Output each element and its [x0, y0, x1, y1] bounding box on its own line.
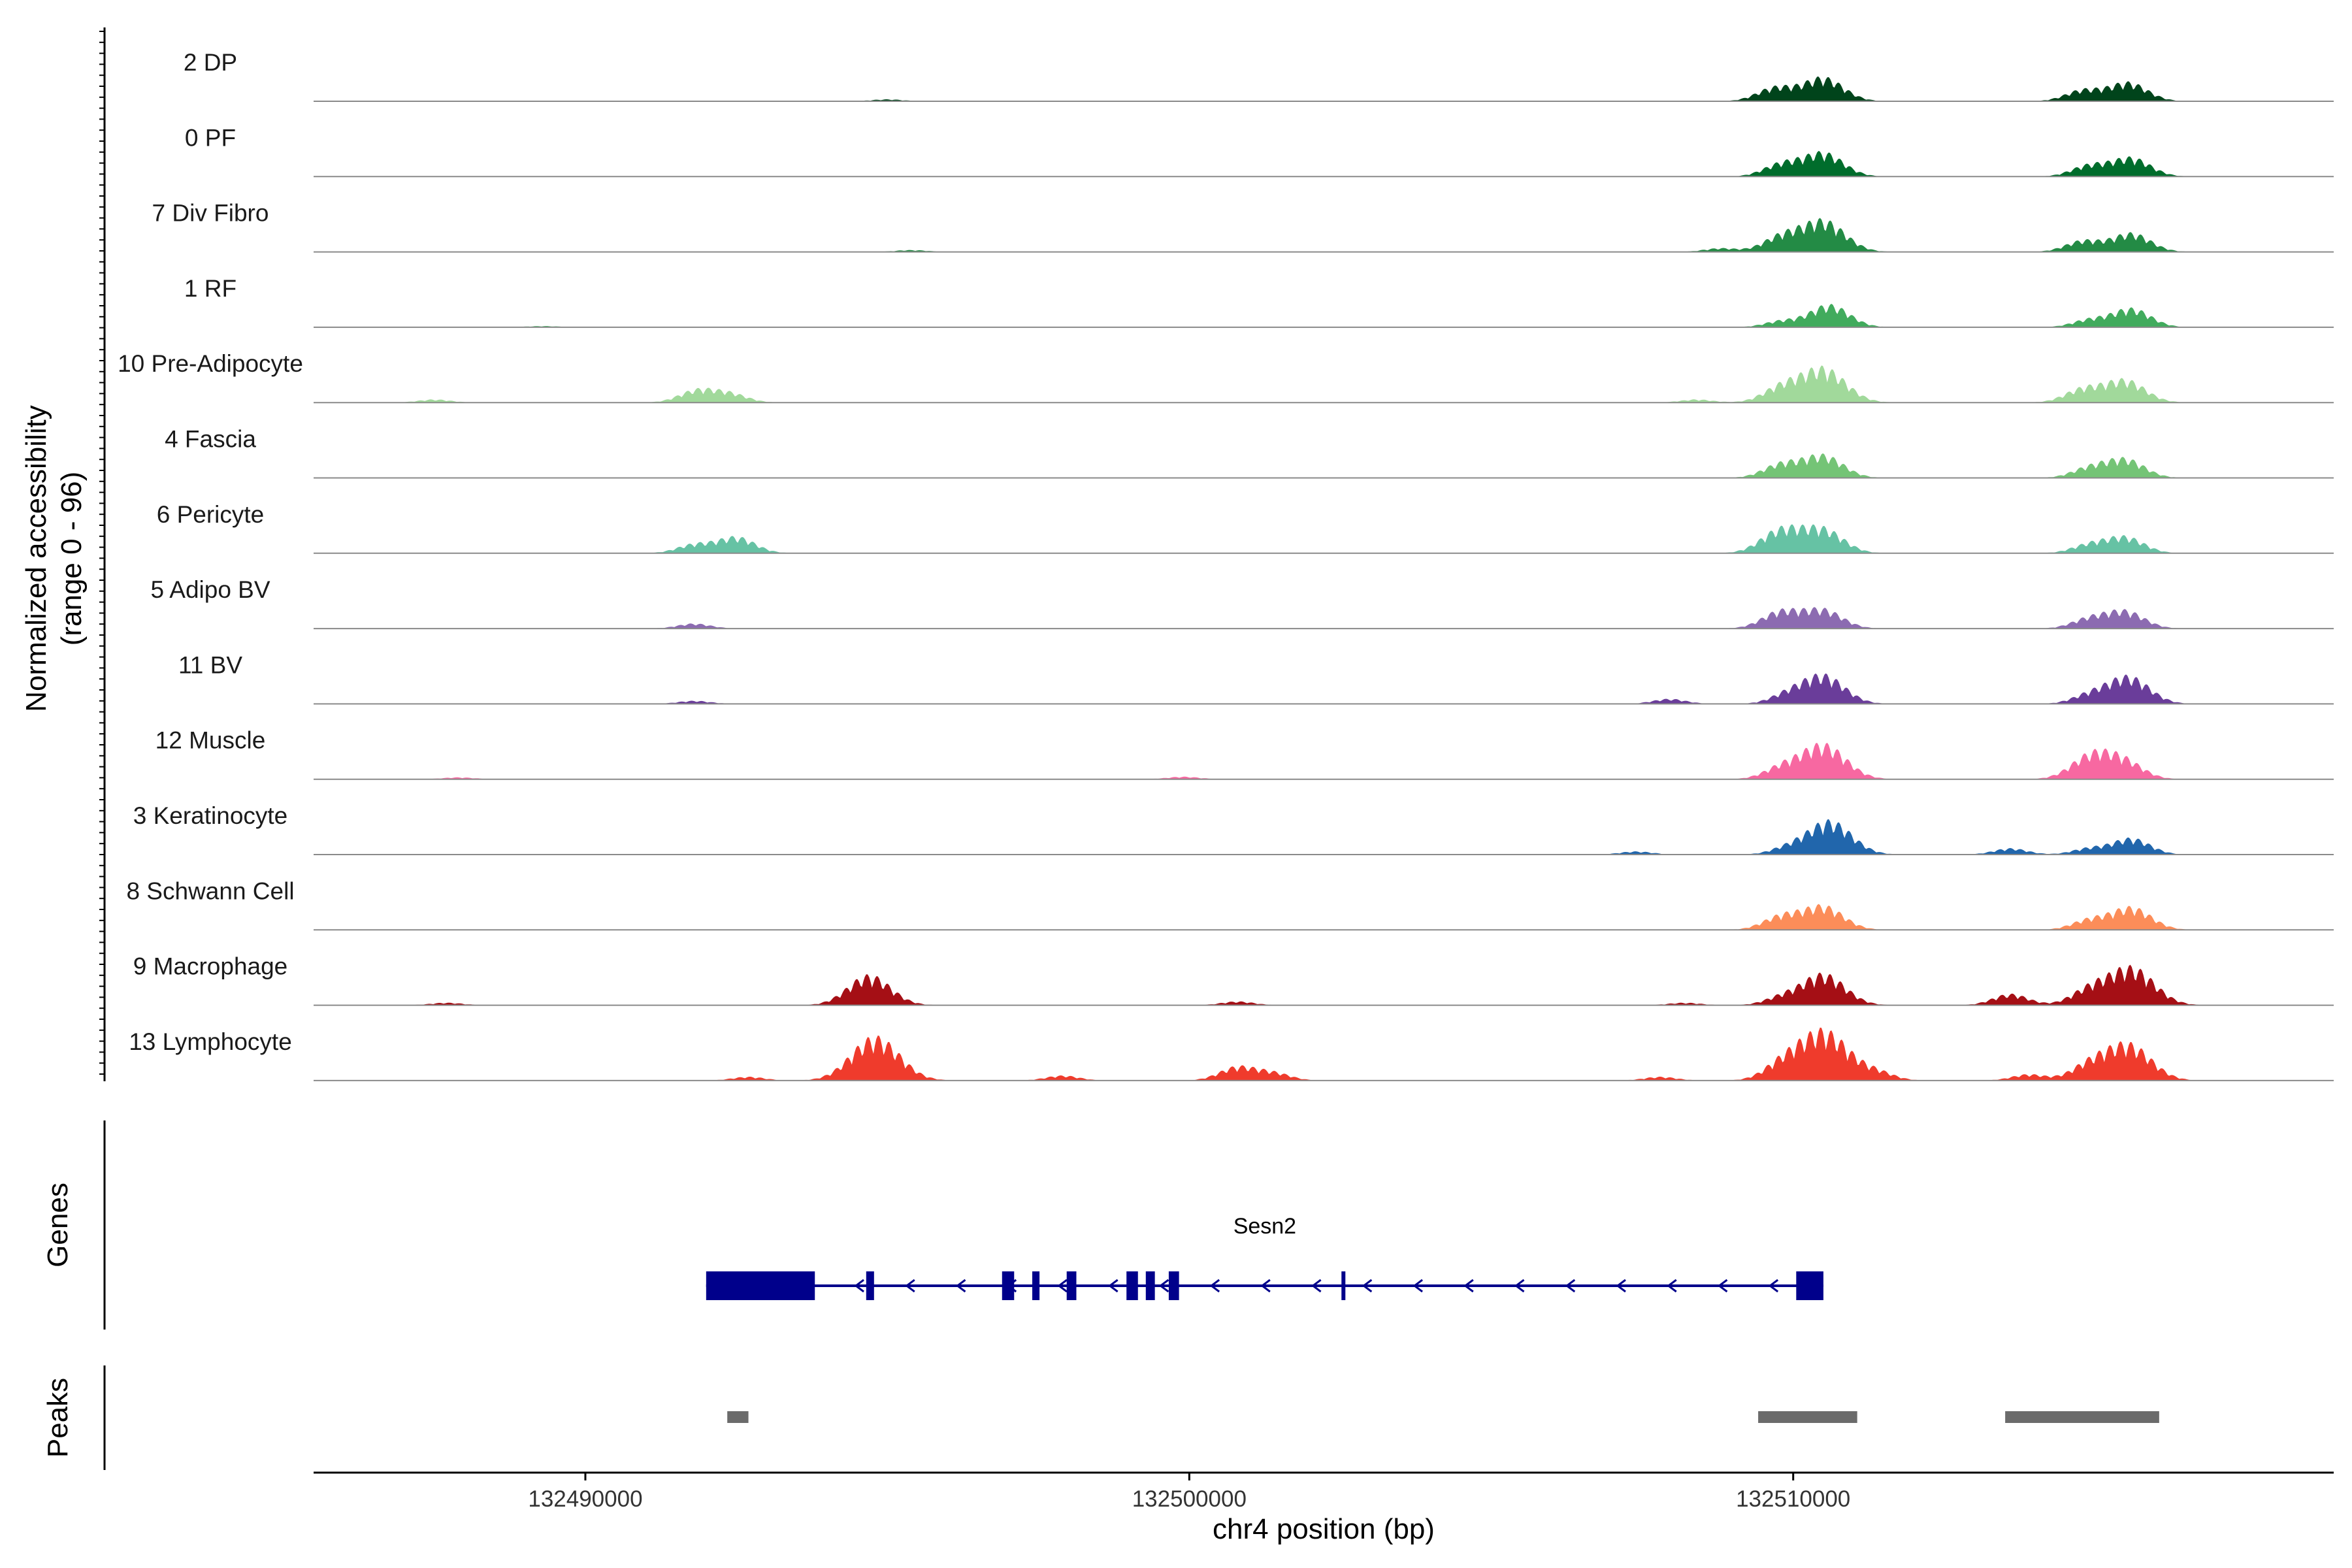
strand-arrow — [1717, 1279, 1728, 1293]
gene-exon — [1796, 1271, 1823, 1300]
strand-arrow — [1514, 1279, 1525, 1293]
strand-arrow — [1463, 1279, 1474, 1293]
strand-arrow — [1667, 1279, 1677, 1293]
coverage-area — [314, 218, 2334, 252]
track-7-div-fibro: 7 Div Fibro — [152, 200, 2334, 253]
strand-arrow — [905, 1279, 915, 1293]
strand-arrow — [1616, 1279, 1626, 1293]
track-13-lymphocyte: 13 Lymphocyte — [129, 1027, 2334, 1081]
x-tick-label: 132500000 — [1132, 1486, 1247, 1512]
strand-arrow — [1108, 1279, 1119, 1293]
y-axis-title: Normalized accessibility — [20, 405, 52, 711]
strand-arrow — [1209, 1279, 1220, 1293]
peaks-panel-title: Peaks — [42, 1378, 74, 1458]
track-8-schwann-cell: 8 Schwann Cell — [126, 877, 2334, 931]
coverage-area — [314, 365, 2334, 403]
coverage-area — [314, 964, 2334, 1005]
strand-arrow — [1565, 1279, 1576, 1293]
gene-exon — [1341, 1271, 1346, 1300]
genes-panel-title: Genes — [42, 1183, 74, 1267]
track-9-macrophage: 9 Macrophage — [133, 953, 2334, 1006]
gene-exon — [1126, 1271, 1138, 1300]
track-label: 7 Div Fibro — [152, 200, 269, 227]
gene-label: Sesn2 — [1233, 1214, 1296, 1239]
x-axis: 132490000 132500000 132510000 chr4 positio… — [314, 1471, 2334, 1545]
coverage-area — [314, 904, 2334, 930]
gene-exon — [1145, 1271, 1155, 1300]
track-10-pre-adipocyte: 10 Pre-Adipocyte — [118, 350, 2334, 404]
coverage-area — [314, 1027, 2334, 1081]
coverage-area — [314, 151, 2334, 177]
track-label: 0 PF — [185, 124, 236, 151]
track-label: 10 Pre-Adipocyte — [118, 350, 303, 377]
track-11-bv: 11 BV — [178, 651, 2334, 705]
track-label: 5 Adipo BV — [150, 576, 270, 603]
gene-exon — [1002, 1271, 1015, 1300]
genes-panel: Genes Sesn2 — [42, 1120, 1823, 1330]
x-tick-label: 132490000 — [528, 1486, 642, 1512]
peak-region — [1758, 1411, 1857, 1423]
gene-exon — [1168, 1271, 1179, 1300]
track-label: 4 Fascia — [165, 426, 256, 453]
track-label: 8 Schwann Cell — [126, 877, 294, 904]
track-0-pf: 0 PF — [185, 124, 2334, 178]
track-label: 9 Macrophage — [133, 953, 288, 980]
peak-regions — [727, 1411, 2159, 1423]
gene-exon — [866, 1271, 874, 1300]
track-5-adipo-bv: 5 Adipo BV — [150, 576, 2334, 630]
track-3-keratinocyte: 3 Keratinocyte — [133, 802, 2334, 855]
peaks-panel: Peaks — [42, 1365, 2159, 1470]
track-label: 12 Muscle — [155, 727, 266, 754]
strand-arrow — [1413, 1279, 1423, 1293]
coverage-area — [314, 607, 2334, 629]
strand-arrow — [1057, 1279, 1068, 1293]
peak-region — [727, 1411, 749, 1423]
track-label: 11 BV — [178, 651, 242, 678]
track-label: 13 Lymphocyte — [129, 1028, 292, 1055]
coverage-area — [314, 453, 2334, 478]
coverage-area — [314, 819, 2334, 855]
x-tick-label: 132510000 — [1736, 1486, 1850, 1512]
track-2-dp: 2 DP — [184, 49, 2334, 102]
x-axis-ticks: 132490000 132500000 132510000 — [528, 1473, 1850, 1512]
track-6-pericyte: 6 Pericyte — [157, 501, 2334, 554]
strand-arrow — [1311, 1279, 1322, 1293]
track-label: 6 Pericyte — [157, 501, 265, 528]
x-axis-title: chr4 position (bp) — [1213, 1513, 1435, 1545]
track-1-rf: 1 RF — [184, 275, 2334, 328]
gene-exon — [706, 1271, 815, 1300]
track-label: 1 RF — [184, 275, 237, 302]
track-4-fascia: 4 Fascia — [165, 426, 2334, 479]
y-axis-range: (range 0 - 96) — [56, 472, 88, 646]
coverage-y-axis-ticks — [99, 31, 105, 1075]
strand-arrow — [1158, 1279, 1169, 1293]
track-label: 3 Keratinocyte — [133, 802, 288, 829]
strand-arrow — [1260, 1279, 1271, 1293]
coverage-y-axis-title: Normalized accessibility (range 0 - 96) — [20, 405, 88, 711]
gene-exon — [1032, 1271, 1040, 1300]
coverage-area — [314, 304, 2334, 327]
peak-region — [2005, 1411, 2159, 1423]
strand-arrow — [1768, 1279, 1779, 1293]
coverage-area — [314, 673, 2334, 704]
coverage-area — [314, 524, 2334, 553]
strand-arrow — [1362, 1279, 1373, 1293]
track-label: 2 DP — [184, 49, 237, 76]
gene-model — [706, 1271, 1823, 1300]
coverage-tracks: 2 DP 0 PF 7 Div Fibro 1 RF 10 Pre-Adipocyte 4… — [118, 49, 2334, 1081]
strand-arrow — [854, 1279, 864, 1293]
strand-arrow — [955, 1279, 966, 1293]
coverage-area — [314, 742, 2334, 779]
gene-exon — [1066, 1271, 1077, 1300]
coverage-area — [314, 76, 2334, 101]
track-12-muscle: 12 Muscle — [155, 727, 2334, 780]
